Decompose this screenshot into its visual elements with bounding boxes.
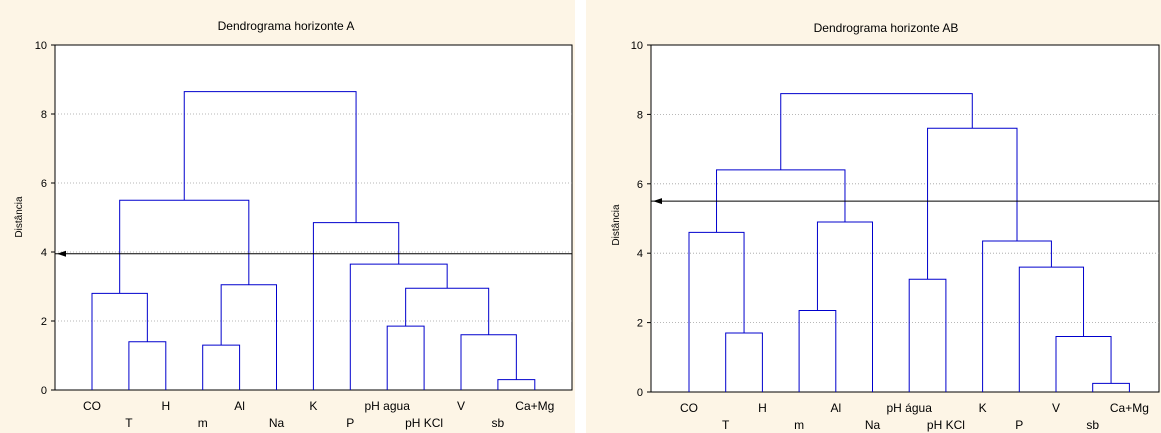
leaf-label: H [161, 399, 170, 413]
leaf-label: V [1052, 401, 1060, 415]
y-tick-label: 4 [637, 248, 643, 260]
leaf-labels: CO T Hm Al Na pH água pH KCl K P Vsb Ca+Mg [680, 401, 1149, 432]
leaf-label: K [309, 399, 317, 413]
cut-line-group [55, 250, 572, 257]
leaf-label: m [794, 418, 804, 432]
leaf-label: Al [234, 399, 245, 413]
leaf-label: pH KCl [405, 416, 443, 430]
leaf-label: CO [83, 399, 101, 413]
leaf-label: pH KCl [927, 418, 965, 432]
leaf-label: pH água [887, 401, 933, 415]
dendrogram-link [780, 93, 973, 170]
leaf-label: m [198, 416, 208, 430]
leaf-label: sb [1086, 418, 1099, 432]
y-tick-label: 10 [35, 40, 47, 52]
y-tick-label: 0 [41, 385, 47, 397]
leaf-label: Ca+Mg [515, 399, 554, 413]
leaf-label: pH agua [365, 399, 411, 413]
leaf-label: Al [830, 401, 841, 415]
grid-lines [651, 114, 1159, 324]
plot-area [650, 44, 1160, 393]
y-tick-label: 8 [637, 109, 643, 121]
y-tick-label: 2 [41, 316, 47, 328]
dendrogram-branches [91, 91, 536, 390]
cut-line-arrow [57, 250, 66, 257]
y-tick-label: 6 [41, 178, 47, 190]
y-tick-label: 0 [637, 387, 643, 399]
leaf-label: P [346, 416, 354, 430]
y-axis-ticks: 0 2 4 6 8 10 [631, 40, 651, 399]
leaf-label: sb [492, 416, 505, 430]
y-tick-label: 8 [41, 109, 47, 121]
cut-line-group [651, 198, 1159, 205]
leaf-label: T [125, 416, 133, 430]
chart-title: Dendrograma horizonte AB [814, 21, 959, 35]
leaf-label: K [979, 401, 987, 415]
leaf-label: T [722, 418, 730, 432]
y-axis-label: Distância [611, 204, 622, 246]
dendrogram-branches [688, 93, 1130, 392]
leaf-label: V [457, 399, 465, 413]
leaf-label: Ca+Mg [1110, 401, 1149, 415]
cut-line-arrow [653, 198, 662, 205]
leaf-label: Na [269, 416, 285, 430]
leaf-labels: CO T Hm Al Na K PpH agua pH KCl Vsb Ca+Mg [83, 399, 554, 430]
chart-horizonte-ab: 0 2 4 6 8 10 CO T Hm Al Na pH água pH KCl K P Vsb Ca+Mg… [586, 0, 1161, 433]
y-tick-label: 4 [41, 247, 47, 259]
y-tick-label: 10 [631, 40, 643, 52]
leaf-label: H [758, 401, 767, 415]
chart-title: Dendrograma horizonte A [218, 19, 355, 33]
y-tick-label: 6 [637, 179, 643, 191]
y-axis-label: Distância [14, 196, 25, 238]
leaf-label: P [1015, 418, 1023, 432]
dendrogram-link [183, 91, 357, 223]
y-tick-label: 2 [637, 318, 643, 330]
y-axis-ticks: 0 2 4 6 8 10 [35, 40, 55, 397]
leaf-label: Na [865, 418, 881, 432]
leaf-label: CO [680, 401, 698, 415]
chart-horizonte-a: 0 2 4 6 8 10 CO T Hm Al Na K PpH agua pH KCl Vsb Ca+Mg… [0, 0, 575, 433]
